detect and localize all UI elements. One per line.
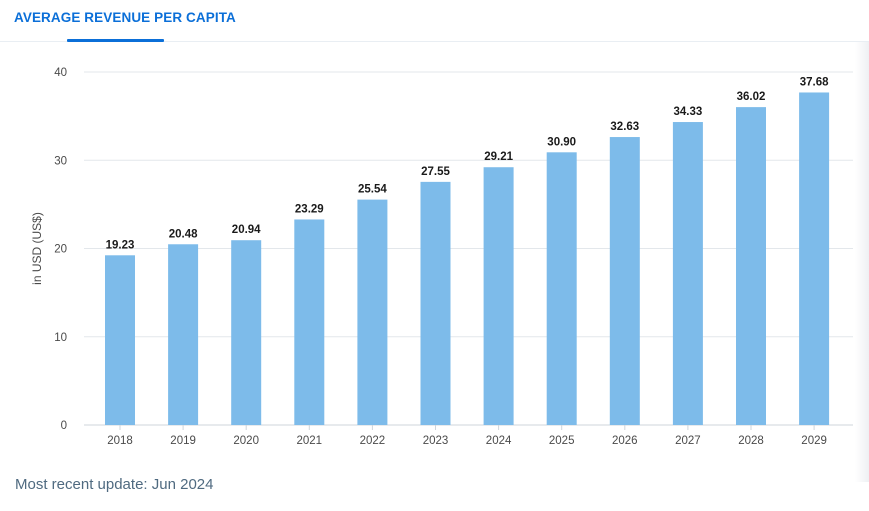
data-label: 34.33: [674, 106, 703, 118]
data-label: 25.54: [358, 184, 387, 196]
x-tick-label: 2023: [423, 435, 449, 447]
x-tick-label: 2018: [107, 435, 133, 447]
y-tick-label: 20: [54, 244, 67, 256]
data-label: 19.23: [106, 239, 135, 251]
y-tick-label: 30: [54, 155, 67, 167]
data-label: 30.90: [547, 136, 576, 148]
x-tick-label: 2022: [360, 435, 386, 447]
data-label: 29.21: [484, 151, 513, 163]
bar-chart: 0 10 20 30 40 in USD (US$) 19.23 2018 20.48 2019 2…: [30, 67, 853, 447]
data-label: 27.55: [421, 166, 450, 178]
bar: [168, 244, 199, 425]
x-tick-label: 2019: [170, 435, 196, 447]
bar: [483, 167, 514, 426]
bar: [357, 199, 388, 425]
chart-header: AVERAGE REVENUE PER CAPITA: [0, 0, 869, 42]
bar: [609, 137, 640, 425]
x-tick-label: 2027: [675, 435, 701, 447]
scroll-shadow: [855, 42, 869, 482]
x-tick-label: 2028: [738, 435, 764, 447]
data-label: 37.68: [800, 76, 829, 88]
y-axis-title: in USD (US$): [30, 212, 44, 285]
bar: [231, 240, 262, 425]
y-tick-label: 10: [54, 332, 67, 344]
x-tick-label: 2021: [297, 435, 323, 447]
x-tick-label: 2020: [233, 435, 259, 447]
bar: [420, 181, 451, 425]
data-label: 32.63: [610, 121, 639, 133]
x-tick-label: 2025: [549, 435, 575, 447]
active-tab-indicator: [67, 39, 164, 42]
last-update-note: Most recent update: Jun 2024: [15, 476, 214, 493]
bar: [799, 92, 830, 425]
data-label: 20.94: [232, 224, 261, 236]
data-label: 23.29: [295, 203, 324, 215]
x-tick-label: 2026: [612, 435, 638, 447]
y-tick-label: 0: [61, 420, 67, 432]
data-label: 20.48: [169, 228, 198, 240]
bar: [546, 152, 577, 425]
x-tick-label: 2024: [486, 435, 512, 447]
bar: [736, 107, 766, 425]
x-tick-label: 2029: [801, 435, 827, 447]
bar: [294, 219, 325, 425]
y-tick-label: 40: [54, 67, 67, 79]
bar: [672, 122, 703, 425]
bar: [105, 255, 135, 425]
tab-average-revenue-per-capita[interactable]: AVERAGE REVENUE PER CAPITA: [14, 10, 236, 25]
data-label: 36.02: [737, 91, 766, 103]
